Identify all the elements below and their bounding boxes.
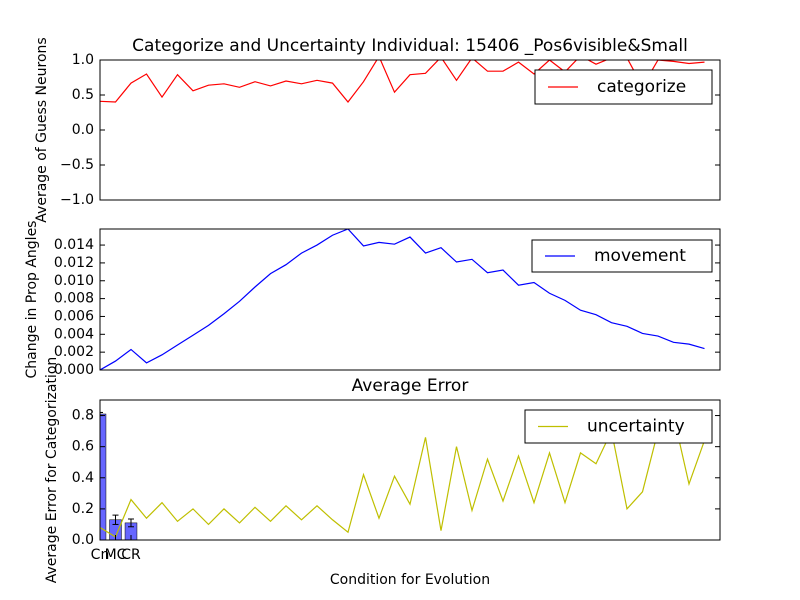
plot-area (100, 60, 705, 103)
line-series (100, 60, 705, 103)
y-tick-label: 0.4 (72, 470, 94, 486)
y-tick-label: 0.008 (54, 291, 94, 307)
y-tick-label: 0.004 (54, 326, 94, 342)
x-tick-label: CR (121, 547, 141, 563)
y-tick-label: 0.8 (72, 408, 94, 424)
y-tick-label: 0.002 (54, 344, 94, 360)
y-tick-label: 0.6 (72, 439, 94, 455)
y-tick-label: −1.0 (60, 192, 94, 208)
legend-label: movement (594, 246, 686, 266)
axes-frame (99, 59, 721, 201)
y-tick-label: 0.0 (72, 122, 94, 138)
y-tick-label: 0.5 (72, 87, 94, 103)
line-series (100, 414, 706, 538)
y-tick-label: 0.0 (72, 532, 94, 548)
x-tick-label: Cn (91, 547, 110, 563)
y-tick-label: 0.006 (54, 308, 94, 324)
y-axis-label: Average Error for Categorization (44, 357, 60, 584)
y-axis-label: Change in Prop Angles (24, 221, 40, 379)
x-tick-label: MC (105, 547, 127, 563)
legend-box (531, 239, 713, 273)
y-tick-label: 0.2 (72, 501, 94, 517)
axes-frame (99, 228, 721, 371)
error-bar (128, 518, 134, 528)
y-axis-label: Average of Guess Neurons (34, 37, 50, 222)
chart-title: Categorize and Uncertainty Individual: 1… (132, 36, 688, 56)
y-tick-label: 0.000 (54, 362, 94, 378)
axes-frame (99, 399, 721, 541)
x-axis-label: Condition for Evolution (330, 572, 490, 588)
line-series (100, 229, 705, 370)
plot-area (100, 229, 705, 370)
y-tick-label: 1.0 (72, 52, 94, 68)
chart-title: Average Error (352, 376, 469, 396)
y-tick-label: 0.010 (54, 273, 94, 289)
y-tick-label: −0.5 (60, 157, 94, 173)
error-bar (112, 514, 119, 525)
y-tick-label: 0.014 (54, 237, 94, 253)
legend-label: categorize (597, 77, 686, 97)
legend-label: uncertainty (587, 417, 685, 437)
y-tick-label: 0.012 (54, 255, 94, 271)
plot-area (100, 411, 706, 540)
